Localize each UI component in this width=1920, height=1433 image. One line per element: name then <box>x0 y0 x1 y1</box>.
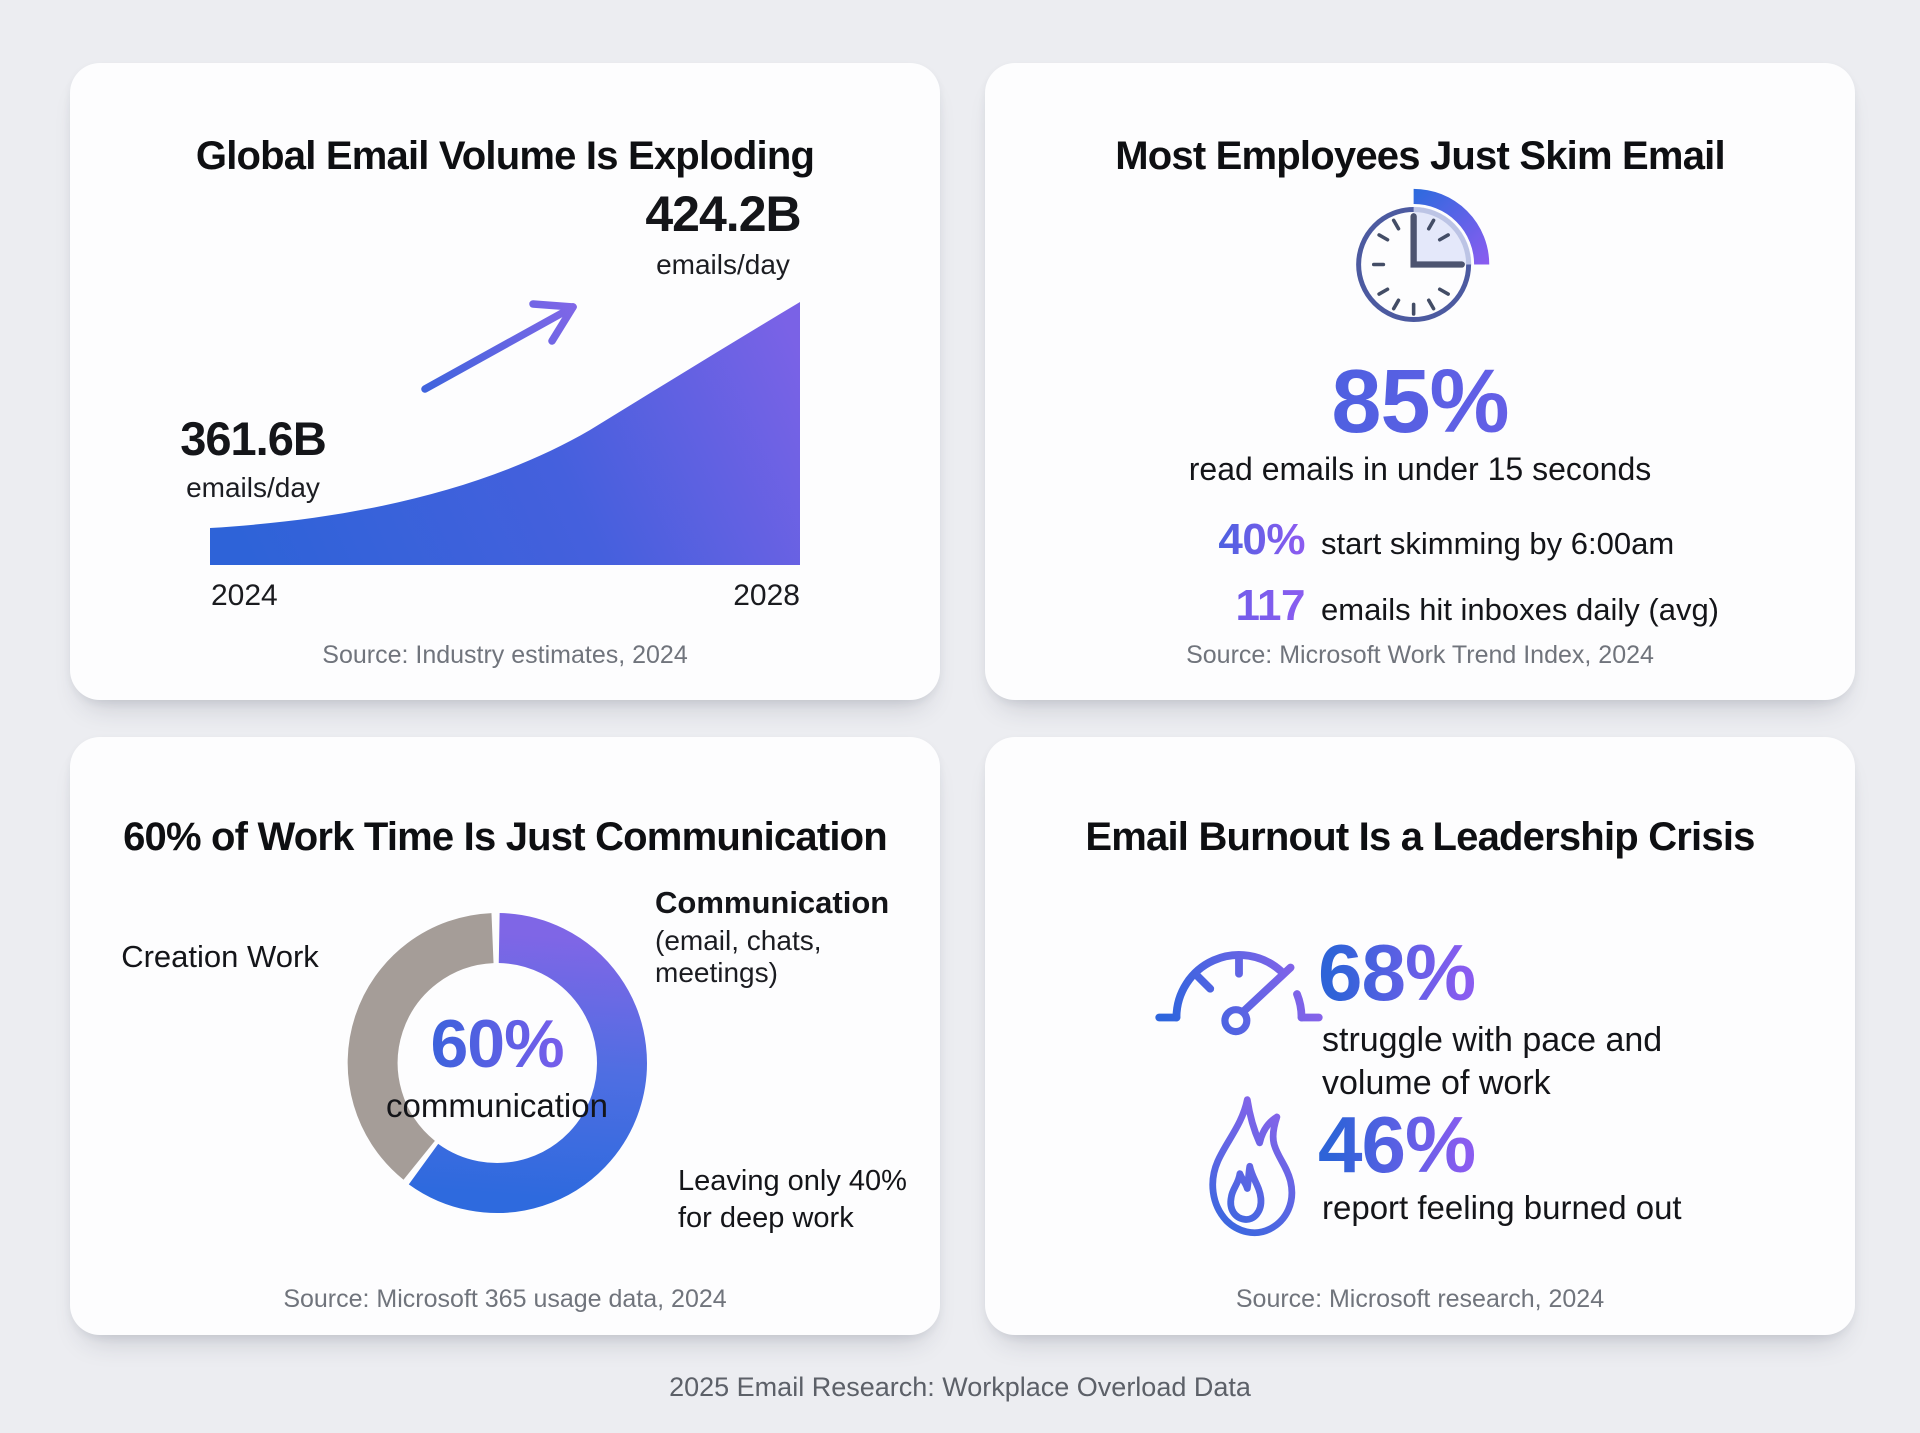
stat-text: emails hit inboxes daily (avg) <box>1321 592 1720 627</box>
stat-text: start skimming by 6:00am <box>1321 526 1675 561</box>
card-skim-email: Most Employees Just Skim Email <box>985 63 1855 700</box>
card-email-burnout: Email Burnout Is a Leadership Crisis 68%… <box>985 737 1855 1335</box>
main-stat: 85% <box>985 351 1855 454</box>
segment-label-creation: Creation Work <box>121 939 319 974</box>
start-value-group: 361.6B emails/day <box>118 411 388 504</box>
source-note: Source: Microsoft Work Trend Index, 2024 <box>1186 641 1654 669</box>
segment-label-sub: (email, chats, meetings) <box>655 925 822 988</box>
source-note: Source: Industry estimates, 2024 <box>322 641 688 669</box>
stat-text: struggle with pace and volume of work <box>1322 1021 1663 1102</box>
donut-chart <box>347 913 647 1213</box>
page-footer: 2025 Email Research: Workplace Overload … <box>669 1372 1251 1402</box>
flame-icon <box>1209 1096 1296 1237</box>
card-title: Global Email Volume Is Exploding <box>195 134 815 179</box>
stat-rows: 40% start skimming by 6:00am 117 emails … <box>1165 515 1761 631</box>
source-note: Source: Microsoft 365 usage data, 2024 <box>283 1285 727 1313</box>
stat-text: report feeling burned out <box>1322 1189 1682 1226</box>
start-unit-label: emails/day <box>186 472 320 503</box>
clock-icon <box>1355 188 1489 322</box>
main-stat-text: read emails in under 15 seconds <box>1188 451 1652 487</box>
source-note: Source: Microsoft research, 2024 <box>1235 1285 1605 1313</box>
donut-center-group: 60% communication <box>377 1005 617 1125</box>
stat-value: 40% <box>1165 515 1305 565</box>
deep-work-note-line2: for deep work <box>678 1202 854 1235</box>
area-chart <box>210 302 800 565</box>
stat-value: 68% <box>1318 928 1476 1017</box>
donut-center-value: 60% <box>377 1005 617 1083</box>
donut-center-label: communication <box>386 1087 608 1124</box>
segment-label-title: Communication <box>655 885 890 920</box>
x-axis-end-label: 2028 <box>733 579 800 612</box>
card-communication-time: 60% of Work Time Is Just Communication 6… <box>70 737 940 1335</box>
gauge-icon <box>1155 951 1323 1036</box>
card-title: 60% of Work Time Is Just Communication <box>123 815 888 860</box>
start-value: 361.6B <box>180 412 327 465</box>
trend-arrow-icon <box>421 300 577 393</box>
end-unit-label: emails/day <box>656 249 790 280</box>
card-title: Email Burnout Is a Leadership Crisis <box>1085 815 1755 860</box>
x-axis-start-label: 2024 <box>211 579 278 612</box>
stat-value: 46% <box>1318 1100 1476 1189</box>
card-title: Most Employees Just Skim Email <box>1115 134 1725 179</box>
clock-icon-wrap <box>985 179 1855 344</box>
stat-value: 117 <box>1165 581 1306 631</box>
card-email-volume: Global Email Volume Is Exploding 424.2B … <box>70 63 940 700</box>
end-value-group: 424.2B emails/day <box>558 185 888 281</box>
segment-label-communication: Communication (email, chats, meetings) <box>655 885 935 989</box>
deep-work-note-line1: Leaving only 40% <box>678 1165 907 1197</box>
end-value: 424.2B <box>645 186 801 242</box>
deep-work-note: Leaving only 40% for deep work <box>678 1163 907 1237</box>
